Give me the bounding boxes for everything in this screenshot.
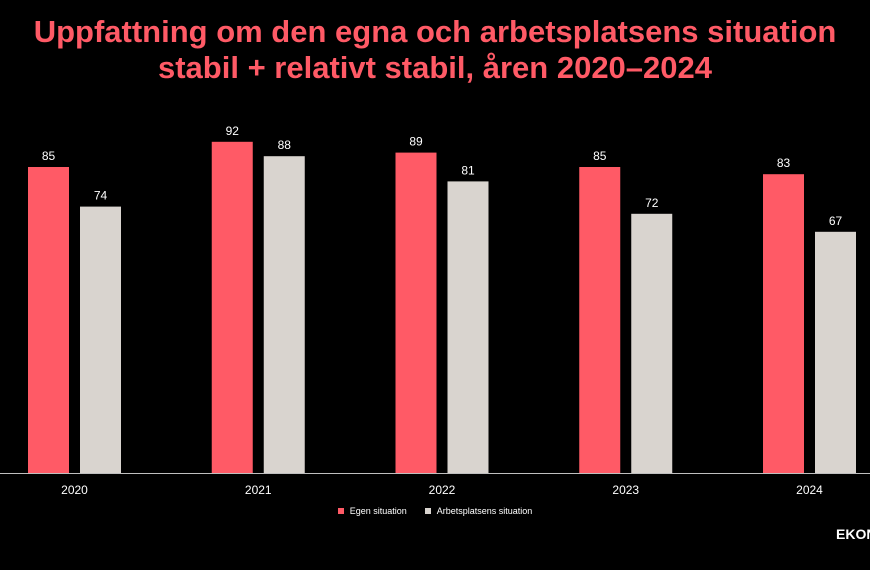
data-label-egen-2022: 89 xyxy=(409,135,423,149)
data-label-arbetsplats-2021: 88 xyxy=(278,138,292,152)
x-tick-label-2023: 2023 xyxy=(612,483,639,497)
bar-egen-2020 xyxy=(28,167,69,473)
bar-egen-2021 xyxy=(211,141,253,474)
bar-arbetsplats-2023 xyxy=(631,213,673,474)
legend-item-egen: Egen situation xyxy=(337,506,407,516)
bar-arbetsplats-2021 xyxy=(263,156,305,473)
bar-egen-2024 xyxy=(763,174,804,473)
chart-title: Uppfattning om den egna och arbetsplatse… xyxy=(0,14,870,86)
data-label-arbetsplats-2023: 72 xyxy=(645,196,659,210)
bar-arbetsplats-2020 xyxy=(80,206,121,473)
data-label-egen-2024: 83 xyxy=(777,156,791,170)
x-tick-label-2022: 2022 xyxy=(429,483,456,497)
data-label-arbetsplats-2022: 81 xyxy=(461,163,475,177)
legend-label-arbetsplats: Arbetsplatsens situation xyxy=(436,506,533,516)
bar-arbetsplats-2024 xyxy=(815,231,856,473)
brand-logo-text: EKON xyxy=(836,526,870,542)
legend-swatch-egen xyxy=(337,508,344,514)
bar-arbetsplats-2022 xyxy=(447,181,489,473)
data-label-arbetsplats-2024: 67 xyxy=(829,214,843,228)
chart-title-line2: stabil + relativt stabil, åren 2020–2024 xyxy=(157,50,713,85)
data-label-egen-2023: 85 xyxy=(593,149,607,163)
legend: Egen situation Arbetsplatsens situation xyxy=(0,506,870,516)
legend-item-arbetsplats: Arbetsplatsens situation xyxy=(424,506,533,516)
legend-swatch-arbetsplats xyxy=(424,508,431,514)
legend-label-egen: Egen situation xyxy=(349,506,407,516)
data-label-egen-2020: 85 xyxy=(42,149,56,163)
data-label-arbetsplats-2020: 74 xyxy=(94,189,108,203)
bar-egen-2023 xyxy=(579,167,621,473)
chart-title-line1: Uppfattning om den egna och arbetsplatse… xyxy=(33,14,837,49)
x-tick-label-2021: 2021 xyxy=(245,483,272,497)
x-tick-label-2020: 2020 xyxy=(61,483,88,497)
bar-egen-2022 xyxy=(395,152,437,473)
data-label-egen-2021: 92 xyxy=(226,124,240,138)
x-tick-label-2024: 2024 xyxy=(796,483,823,497)
